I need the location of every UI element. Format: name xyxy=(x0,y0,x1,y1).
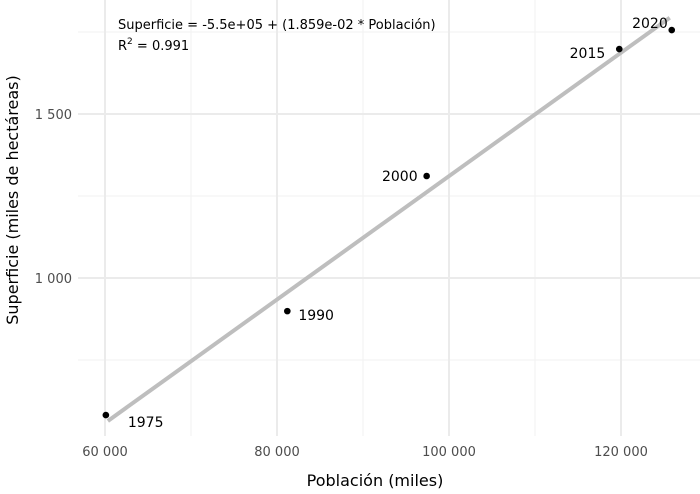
data-point xyxy=(615,45,623,53)
data-point xyxy=(423,172,430,180)
fit-line xyxy=(106,16,671,423)
data-point xyxy=(102,411,110,419)
y-axis-title: Superficie (miles de hectáreas) xyxy=(3,75,22,325)
regression-line xyxy=(106,16,671,423)
y-tick-label: 1 500 xyxy=(35,108,72,123)
point-label: 2015 xyxy=(570,46,606,62)
y-tick-label: 1 000 xyxy=(35,272,72,287)
x-tick-label: 120 000 xyxy=(594,445,648,460)
data-point xyxy=(284,307,291,315)
y-axis-ticks: 1 000 1 500 xyxy=(35,108,72,287)
data-points xyxy=(102,26,676,419)
x-tick-label: 100 000 xyxy=(422,445,476,460)
regression-equation: Superficie = -5.5e+05 + (1.859e-02 * Pob… xyxy=(118,18,436,33)
data-point xyxy=(668,26,676,34)
x-tick-label: 80 000 xyxy=(254,445,300,460)
point-label: 1990 xyxy=(298,308,334,324)
point-label: 1975 xyxy=(128,415,164,431)
point-labels: 1975 1990 2000 2015 2020 xyxy=(128,16,668,431)
point-label: 2020 xyxy=(632,16,668,32)
point-label: 2000 xyxy=(382,169,418,185)
x-axis-ticks: 60 000 80 000 100 000 120 000 xyxy=(82,445,648,460)
r-squared: R2 = 0.991 xyxy=(118,37,189,54)
grid-lines xyxy=(78,0,700,436)
x-axis-title: Población (miles) xyxy=(307,471,444,490)
x-tick-label: 60 000 xyxy=(82,445,128,460)
